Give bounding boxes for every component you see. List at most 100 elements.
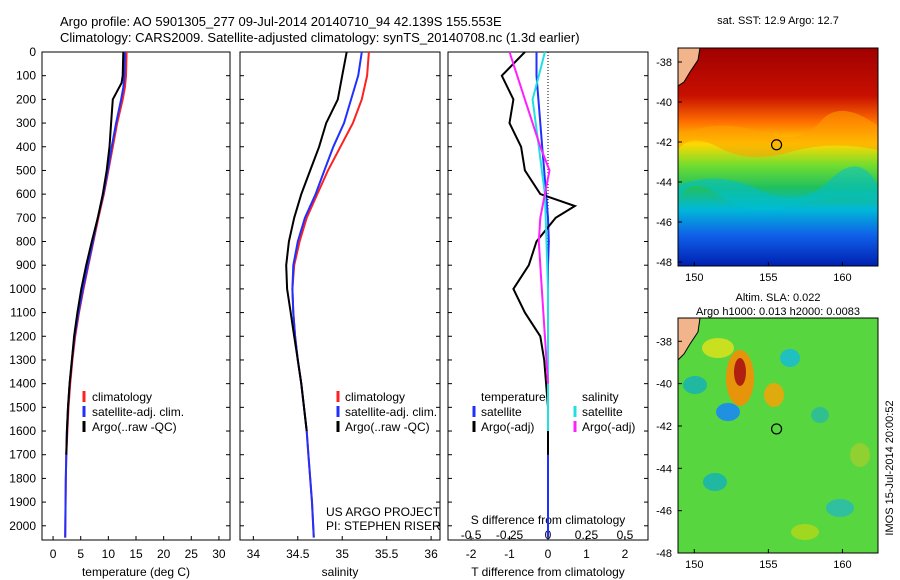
lon-tick-label: 150 [685,272,703,284]
lat-tick-label: -42 [656,137,672,149]
lat-tick-label: -38 [656,57,672,69]
lon-tick-label: 155 [759,559,777,571]
temperature-axis-label: temperature (deg C) [82,565,190,579]
temperature-tick-label: 20 [157,547,171,561]
s-difference-tick-label: -0.25 [496,528,524,542]
legend-label-temp-satellite: satellite [481,405,522,419]
t-difference-tick-label: 2 [622,547,629,561]
legend-label-sal-satellite: satellite [582,405,623,419]
temperature-tick-label: 0 [50,547,57,561]
lat-tick-label: -48 [656,257,672,269]
series-line-climatology [64,51,128,538]
argo-position-marker-sst [770,139,783,151]
depth-tick-label: 1300 [9,353,36,367]
temperature-legend: climatology satellite-adj. clim. Argo(..… [82,390,184,434]
depth-tick-label: 800 [16,235,36,249]
depth-axis: 0 100 200 300 400 500 600 700 800 900 1000 1100 1200… [9,45,648,533]
t-difference-tick-label: 1 [583,547,590,561]
s-difference-tick-label: -0.5 [461,528,482,542]
depth-tick-label: 1600 [9,424,36,438]
depth-tick-label: 1200 [9,329,36,343]
salinity-profiles [285,51,370,538]
t-difference-tick-label: -1 [504,547,515,561]
temperature-profiles [64,51,128,538]
series-line-satellite-adj-clim [64,51,126,538]
temperature-tick-label: 15 [129,547,143,561]
temperature-tick-label: 30 [212,547,226,561]
sla-map-image [678,317,878,553]
depth-tick-label: 100 [16,69,36,83]
lat-tick-label: -48 [656,548,672,560]
legend-label-temp-argo: Argo(-adj) [481,420,534,434]
lat-tick-label: -46 [656,217,672,229]
legend-label-sal-argo: Argo(-adj) [582,420,635,434]
figure-title-line1: Argo profile: AO 5901305_277 09-Jul-2014… [60,14,502,29]
series-line-temperature-argo-adj [500,51,578,455]
project-credit: US ARGO PROJECT [326,505,441,519]
series-line-satellite-adj-clim [291,51,363,538]
temperature-tick-label: 10 [102,547,116,561]
temperature-tick-label: 5 [77,547,84,561]
depth-tick-label: 900 [16,258,36,272]
series-line-climatology [291,51,370,538]
difference-legend: temperature satellite Argo(-adj) salinit… [472,390,635,434]
depth-tick-label: 500 [16,163,36,177]
lon-tick-label: 160 [833,559,851,571]
sla-map-subtitle: Argo h1000: 0.013 h2000: 0.0083 [696,306,860,318]
imos-timestamp: IMOS 15-Jul-2014 20:00:52 [884,400,896,535]
t-difference-x-axis: -2 -1 0 1 2 [466,536,629,561]
temperature-tick-label: 25 [185,547,199,561]
lon-tick-label: 155 [759,272,777,284]
legend-label-argo: Argo(..raw -QC) [92,420,177,434]
salinity-x-axis: 34 34.5 35 35.5 36 [247,536,438,561]
sst-map-frame [677,47,879,267]
s-difference-tick-label: 0.5 [617,528,634,542]
legend-label-climatology: climatology [92,390,152,404]
sla-lat-axis: -38 -40 -42 -44 -46 -48 [656,336,682,560]
salinity-legend: climatology satellite-adj. clim. Argo(..… [336,390,437,434]
lat-tick-label: -44 [656,177,672,189]
depth-tick-label: 400 [16,140,36,154]
depth-tick-label: 300 [16,116,36,130]
legend-label-climatology: climatology [345,390,405,404]
lon-tick-label: 160 [833,272,851,284]
temperature-panel-frame [41,51,231,541]
depth-tick-label: 200 [16,92,36,106]
depth-tick-label: 600 [16,187,36,201]
series-line-salinity-argo-adj [508,51,551,384]
salinity-tick-label: 35.5 [375,547,399,561]
sla-lon-axis: 150 155 160 [685,549,852,571]
sla-map-title: Altim. SLA: 0.022 [736,292,821,304]
t-difference-tick-label: -2 [466,547,477,561]
lon-tick-label: 150 [685,559,703,571]
lat-tick-label: -40 [656,97,672,109]
salinity-tick-label: 34.5 [286,547,310,561]
depth-tick-label: 1000 [9,282,36,296]
sst-map-title: sat. SST: 12.9 Argo: 12.7 [717,15,839,27]
legend-head-salinity: salinity [582,390,619,404]
s-difference-x-axis: -0.5-0.2500.250.5 [461,528,634,542]
series-line-argo-raw-qc [65,51,125,455]
lat-tick-label: -42 [656,421,672,433]
depth-tick-label: 1800 [9,471,36,485]
salinity-axis-label: salinity [322,565,359,579]
salinity-tick-label: 35 [336,547,350,561]
sst-map-image [678,48,878,266]
legend-label-argo: Argo(..raw -QC) [345,420,430,434]
t-difference-tick-label: 0 [545,547,552,561]
depth-tick-label: 2000 [9,519,36,533]
sst-lon-axis: 150 155 160 [685,262,852,284]
lat-tick-label: -40 [656,379,672,391]
difference-profiles [500,51,578,538]
salinity-panel-frame [239,51,441,541]
legend-label-satellite: satellite-adj. clim. [345,405,437,419]
salinity-tick-label: 34 [247,547,261,561]
pi-credit: PI: STEPHEN RISER [326,519,441,533]
depth-tick-label: 1700 [9,448,36,462]
legend-head-temperature: temperature [481,390,546,404]
sla-map-frame [677,317,879,554]
depth-tick-label: 0 [29,45,36,59]
depth-tick-label: 1500 [9,400,36,414]
s-difference-tick-label: 0.25 [575,528,599,542]
